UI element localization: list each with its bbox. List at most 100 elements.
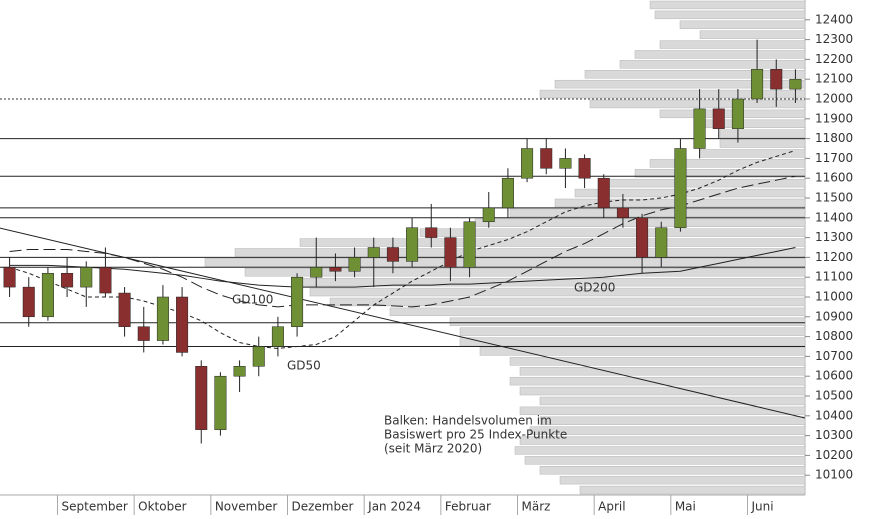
volume-bar [559,475,806,485]
volume-bar [654,10,806,20]
y-tick-label: 11200 [815,250,853,264]
volume-bar [539,416,806,425]
x-tick-label: Mai [675,500,696,514]
candle-body [367,247,380,258]
y-tick-label: 12100 [815,72,853,86]
y-tick-label: 12300 [815,32,853,46]
volume-bar [699,149,806,158]
volume-bar [659,40,806,49]
volume-bar [419,228,806,237]
candle-body [674,148,687,228]
volume-bar [519,406,806,416]
y-tick-label: 10700 [815,349,853,363]
candle-body [521,148,534,179]
candle-body [425,227,438,238]
y-tick-label: 12400 [815,12,853,26]
volume-bar [509,376,806,386]
candle-body [712,108,725,129]
moving-average [9,175,796,308]
volume-bar [519,436,806,445]
y-tick-label: 11700 [815,151,853,165]
volume-bar [649,159,806,168]
x-tick-label: April [598,500,625,514]
candle-body [329,267,342,272]
volume-bar [579,485,806,495]
volume-bar [299,238,806,247]
volume-bar [539,466,806,475]
y-tick-label: 12200 [815,52,853,66]
y-tick-label: 11600 [815,171,853,185]
candle-body [61,272,74,288]
candle-body [501,177,514,209]
volume-bar [679,20,806,29]
x-tick-label: November [215,500,277,514]
candle-body [770,69,783,90]
candle-body [233,366,246,377]
moving-average-label: GD200 [574,281,615,295]
candle-body [348,257,361,272]
candle-body [386,247,399,262]
x-tick-label: September [62,500,128,514]
y-tick-label: 10600 [815,369,853,383]
volume-bar [449,317,806,326]
annotation: Basiswert pro 25 Index-Punkte [384,428,567,442]
volume-bar [479,347,806,356]
candle-body [195,366,208,430]
volume-bar [574,188,806,198]
candle-body [22,286,35,318]
annotation: Balken: Handelsvolumen im [384,414,552,428]
candle-body [99,267,112,294]
moving-average [9,247,796,288]
volume-bar [539,89,806,99]
volume-bar [554,79,806,89]
volume-bar [634,50,806,59]
y-tick-label: 11500 [815,191,853,205]
candle-body [559,158,572,169]
y-tick-label: 12000 [815,92,853,106]
candle-body [655,227,668,258]
volume-bar [719,139,806,148]
volume-bar [519,367,806,376]
moving-average [9,150,796,349]
y-tick-label: 11800 [815,131,853,145]
volume-bar [459,337,806,346]
volume-bar [459,327,806,336]
candle-body [616,207,629,219]
candle-body [41,272,54,318]
candle-body [252,346,265,367]
candle-body [540,148,553,169]
volume-bar [529,426,806,435]
x-tick-label: März [522,500,551,514]
candle-body [291,276,304,327]
x-tick-label: Juni [751,500,774,514]
volume-bar [514,446,806,455]
candle-body [597,177,610,209]
y-tick-label: 10900 [815,309,853,323]
moving-average-label: GD50 [287,359,321,373]
volume-bar [719,129,806,138]
candle-body [310,267,323,278]
volume-bar [524,456,806,465]
trendline [0,227,806,419]
annotation: (seit März 2020) [384,442,482,456]
volume-bar [634,169,806,178]
volume-bar [329,297,806,307]
y-tick-label: 11900 [815,111,853,125]
volume-bar [389,307,806,317]
candle-body [578,158,591,179]
volume-bar [699,30,806,39]
moving-average-label: GD100 [232,293,273,307]
x-tick-label: Oktober [138,500,186,514]
volume-bar [509,208,806,218]
candle-body [80,267,93,288]
candle-body [156,296,169,341]
volume-bar [589,99,806,109]
y-tick-label: 11100 [815,270,853,284]
y-tick-label: 11400 [815,210,853,224]
y-tick-label: 11000 [815,290,853,304]
volume-bar [649,0,806,10]
candle-body [751,69,764,100]
volume-bar [234,248,806,257]
volume-bar [509,357,806,366]
candle-body [463,221,476,268]
